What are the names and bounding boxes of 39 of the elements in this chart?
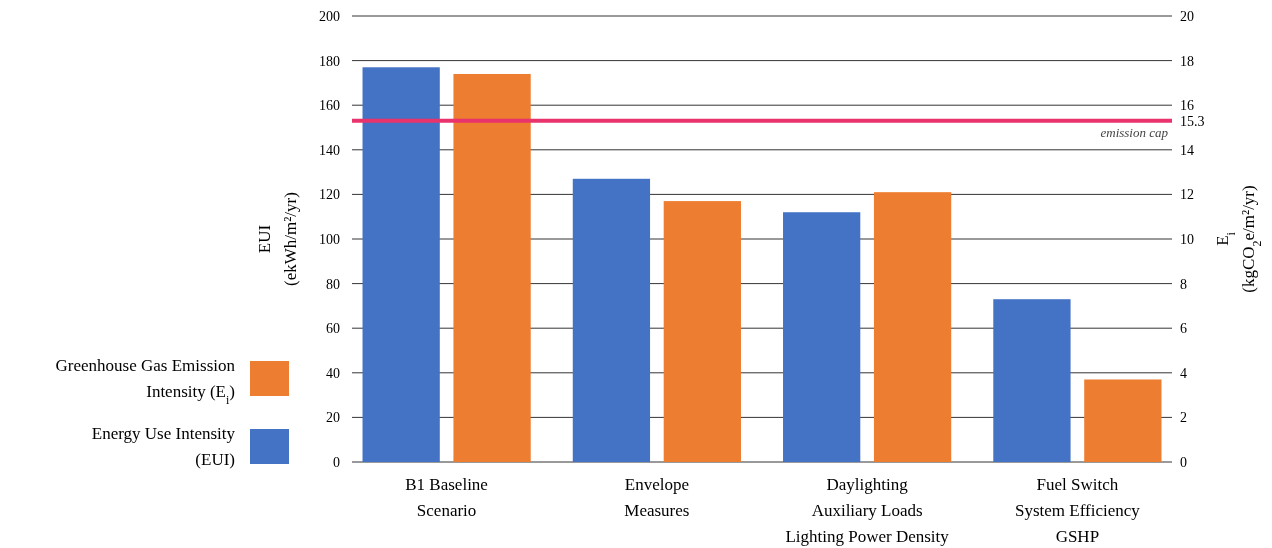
y-tick-label: 60 — [326, 321, 340, 337]
y2-tick-label: 8 — [1180, 276, 1187, 292]
y-tick-label: 200 — [319, 8, 340, 24]
y2-tick-label: 14 — [1180, 142, 1194, 158]
y2-tick-label: 10 — [1180, 231, 1194, 247]
y-tick-label: 0 — [333, 454, 340, 470]
y2-tick-label: 4 — [1180, 365, 1187, 381]
y2-tick-label: 12 — [1180, 187, 1194, 203]
y2-tick-label: 18 — [1180, 53, 1194, 69]
y-tick-label: 20 — [326, 410, 340, 426]
ref-line-label: emission cap — [1100, 124, 1169, 140]
x-tick-label: Fuel Switch System Efficiency GSHP — [1014, 475, 1141, 546]
y2-tick-label: 15.3 — [1180, 113, 1205, 129]
bar — [783, 212, 861, 462]
legend-label: Energy Use Intensity (EUI) — [91, 424, 236, 469]
y2-tick-label: 2 — [1180, 410, 1187, 426]
bar — [453, 73, 531, 462]
x-tick-label: B1 Baseline Scenario — [405, 475, 488, 520]
y-tick-label: 100 — [319, 231, 340, 247]
bar — [663, 201, 741, 462]
y-tick-label: 180 — [319, 53, 340, 69]
y-tick-label: 120 — [319, 187, 340, 203]
bar — [873, 192, 952, 462]
bar — [993, 299, 1071, 462]
bar — [1084, 379, 1162, 462]
y2-tick-label: 6 — [1180, 321, 1187, 337]
y-tick-label: 140 — [319, 142, 340, 158]
x-tick-label: Daylighting Auxiliary Loads Lighting Power Density — [785, 475, 950, 546]
legend-label: Greenhouse Gas Emission Intensity (E$_{i}$) — [55, 356, 236, 407]
bar — [362, 67, 440, 462]
bar — [572, 178, 651, 462]
y2-tick-label: 16 — [1180, 98, 1194, 114]
y-tick-label: 80 — [326, 276, 340, 292]
y-tick-label: 160 — [319, 98, 340, 114]
x-tick-label: Envelope Measures — [624, 475, 690, 520]
y-tick-label: 40 — [326, 365, 340, 381]
y-axis-title: EUI (ekWh/m²/yr) — [255, 192, 300, 286]
y2-tick-label: 0 — [1180, 454, 1187, 470]
y2-tick-label: 20 — [1180, 8, 1194, 24]
